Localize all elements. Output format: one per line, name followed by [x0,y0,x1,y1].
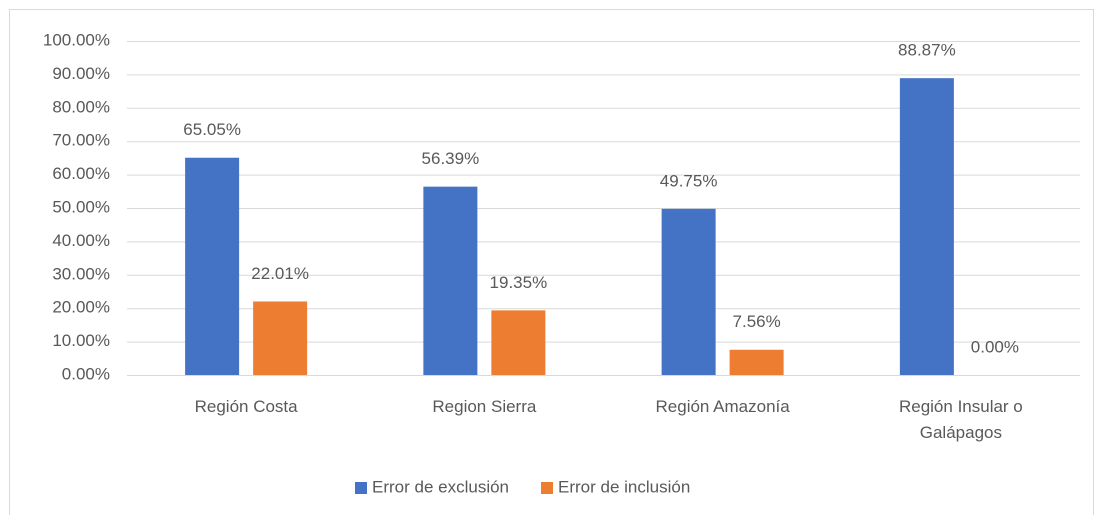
data-label: 49.75% [660,171,718,190]
y-tick-label: 0.00% [62,364,110,383]
x-tick-label: Región Costa [194,397,298,416]
chart-border [9,9,1094,515]
legend-label: Error de inclusión [558,477,690,496]
y-tick-label: 60.00% [52,164,110,183]
y-tick-label: 30.00% [52,264,110,283]
data-label: 56.39% [422,149,480,168]
data-label: 88.87% [898,41,956,60]
bar [185,157,240,375]
bar [491,310,546,375]
y-tick-label: 80.00% [52,97,110,116]
legend-swatch [541,482,554,494]
y-tick-label: 50.00% [52,197,110,216]
data-label: 19.35% [490,273,548,292]
data-label: 65.05% [183,120,241,139]
bar [661,208,716,375]
bar [729,349,784,375]
y-tick-label: 40.00% [52,231,110,250]
x-tick-label: Región Insular o Galápagos [898,397,1023,442]
bar [899,78,954,376]
bar [253,301,308,375]
y-tick-label: 70.00% [52,131,110,150]
x-tick-label: Region Sierra [432,397,537,416]
data-label: 7.56% [733,312,781,331]
legend-swatch [355,482,367,494]
data-label: 0.00% [971,337,1019,356]
y-tick-label: 20.00% [52,298,110,317]
bar [423,186,478,375]
data-label: 22.01% [251,264,309,283]
y-tick-label: 10.00% [52,331,110,350]
y-tick-label: 90.00% [52,64,110,83]
y-tick-label: 100.00% [43,30,110,49]
x-tick-label: Región Amazonía [655,397,790,416]
legend-label: Error de exclusión [372,477,509,496]
